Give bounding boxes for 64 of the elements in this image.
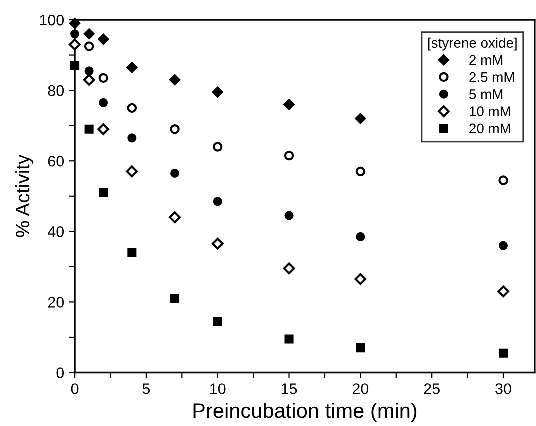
- point: [70, 61, 80, 70]
- point: [126, 62, 138, 74]
- y-tick-label: 80: [48, 85, 64, 96]
- y-tick-label: 60: [48, 156, 64, 167]
- point: [355, 113, 366, 124]
- x-tick-label: 25: [424, 384, 440, 394]
- point: [356, 166, 366, 177]
- point: [169, 74, 181, 86]
- point: [84, 124, 94, 134]
- point: [170, 124, 180, 134]
- point: [498, 241, 508, 250]
- point: [213, 317, 222, 326]
- point: [69, 18, 81, 30]
- point: [213, 197, 222, 206]
- point: [99, 98, 108, 108]
- point: [69, 38, 81, 51]
- y-tick-label: 100: [40, 14, 64, 26]
- point: [498, 348, 508, 358]
- legend-title: [styrene oxide]: [428, 38, 517, 51]
- point: [84, 42, 94, 52]
- y-tick-label: 20: [48, 297, 64, 308]
- point: [284, 211, 294, 220]
- legend-label: 10 mM: [470, 106, 510, 116]
- point: [212, 86, 224, 98]
- point: [498, 176, 508, 186]
- point: [128, 248, 137, 258]
- point: [354, 273, 367, 286]
- point: [284, 150, 294, 161]
- legend-label: 5 mM: [470, 90, 503, 100]
- point: [126, 166, 138, 178]
- x-tick-label: 15: [282, 384, 298, 394]
- point: [83, 74, 96, 86]
- legend-label: 2.5 mM: [470, 72, 514, 82]
- point: [84, 66, 94, 76]
- x-tick-label: 30: [496, 384, 512, 394]
- point: [98, 123, 110, 136]
- point: [284, 99, 295, 110]
- point: [127, 103, 138, 114]
- y-tick-label: 40: [48, 226, 64, 238]
- point: [356, 344, 366, 353]
- point: [213, 142, 223, 152]
- point: [99, 188, 108, 198]
- y-tick-label: 0: [56, 368, 64, 378]
- point: [283, 262, 296, 275]
- legend-label: 2 mM: [470, 55, 503, 65]
- point: [284, 334, 294, 344]
- point: [98, 34, 110, 46]
- y-axis-title: % Activity: [15, 154, 34, 238]
- point: [170, 168, 180, 178]
- x-tick-label: 5: [142, 384, 150, 394]
- x-tick-label: 10: [210, 384, 226, 394]
- point: [84, 28, 95, 40]
- point: [170, 294, 180, 304]
- point: [498, 286, 510, 298]
- point: [212, 238, 224, 250]
- point: [356, 232, 366, 242]
- point: [169, 212, 181, 224]
- point: [128, 134, 137, 143]
- point: [70, 30, 80, 39]
- x-tick-label: 20: [352, 384, 369, 394]
- legend-label: 20 mM: [470, 124, 510, 134]
- x-tick-label: 0: [71, 384, 79, 394]
- x-axis-title: Preincubation time (min): [194, 402, 417, 422]
- point: [98, 73, 108, 84]
